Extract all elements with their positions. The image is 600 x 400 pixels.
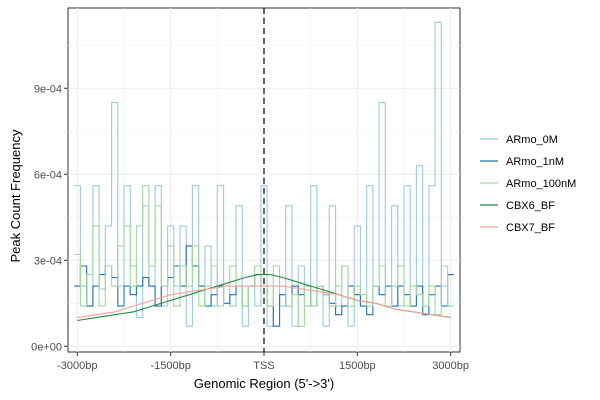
y-tick-label: 3e-04 — [34, 255, 62, 267]
x-axis-title: Genomic Region (5'->3') — [194, 376, 334, 391]
y-tick-label: 9e-04 — [34, 83, 62, 95]
legend-label: CBX7_BF — [506, 222, 555, 234]
x-tick-label: TSS — [253, 360, 274, 372]
x-tick-label: -1500bp — [150, 360, 190, 372]
legend-label: ARmo_100nM — [506, 178, 576, 190]
legend-label: ARmo_1nM — [506, 156, 564, 168]
axes-layer: -3000bp -1500bp TSS 1500bp 3000bp 0e+00 3e-04 6… — [31, 83, 469, 372]
y-tick-label: 6e-04 — [34, 169, 62, 181]
legend-label: ARmo_0M — [506, 134, 558, 146]
series-layer — [74, 8, 454, 352]
x-tick-label: 3000bp — [432, 360, 469, 372]
x-tick-label: -3000bp — [57, 360, 97, 372]
x-tick-label: 1500bp — [339, 360, 376, 372]
y-axis-title: Peak Count Frequency — [8, 129, 23, 262]
series-line-cbx7-bf — [77, 285, 451, 319]
legend-label: CBX6_BF — [506, 200, 555, 212]
legend: ARmo_0M ARmo_1nM ARmo_100nM CBX6_BF CBX7_BF — [480, 134, 576, 234]
y-tick-label: 0e+00 — [31, 341, 62, 353]
